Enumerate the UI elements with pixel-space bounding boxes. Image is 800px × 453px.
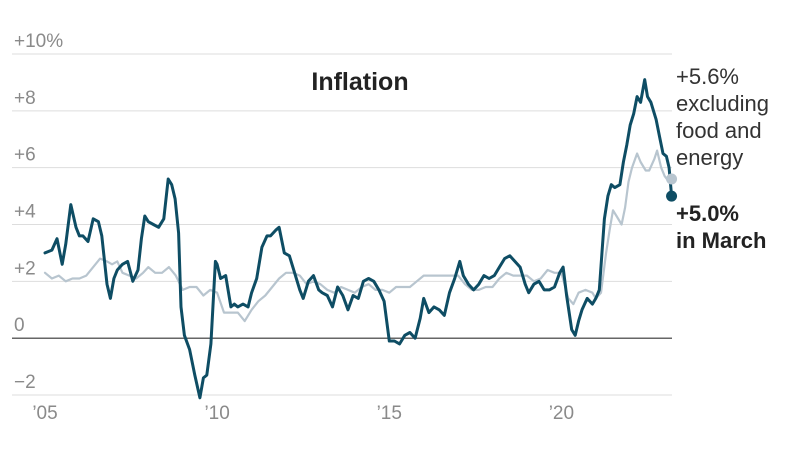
y-tick-label: +10% <box>14 31 63 52</box>
x-tick-label: ’20 <box>549 403 574 424</box>
x-tick-label: ’15 <box>377 403 402 424</box>
x-tick-label: ’10 <box>204 403 229 424</box>
y-tick-label: +4 <box>14 202 36 223</box>
y-tick-label: −2 <box>14 372 36 393</box>
grid-layer: +10% +8 +6 +4 +2 0 −2 ’05 ’10 ’15 ’20 <box>12 31 672 424</box>
y-tick-label: +6 <box>14 145 36 166</box>
chart-title: Inflation <box>311 68 408 96</box>
core-annotation-line-3: food and <box>676 118 762 143</box>
core-series-line <box>43 149 673 323</box>
headline-endpoint-marker <box>666 190 678 202</box>
y-tick-label: +8 <box>14 88 36 109</box>
core-annotation-line-1: +5.6% <box>676 64 739 89</box>
series-layer <box>43 78 674 400</box>
headline-annotation: +5.0% in March <box>676 201 766 253</box>
headline-series-line <box>43 78 674 400</box>
headline-annotation-line-1: +5.0% <box>676 201 739 226</box>
y-tick-label: +2 <box>14 258 36 279</box>
core-endpoint-marker <box>666 173 678 185</box>
x-tick-label: ’05 <box>32 403 57 424</box>
core-annotation-line-2: excluding <box>676 91 769 116</box>
core-annotation: +5.6% excluding food and energy <box>676 64 769 170</box>
core-annotation-line-4: energy <box>676 145 743 170</box>
marker-layer <box>666 173 678 202</box>
y-tick-label: 0 <box>14 315 25 336</box>
headline-annotation-line-2: in March <box>676 228 766 253</box>
